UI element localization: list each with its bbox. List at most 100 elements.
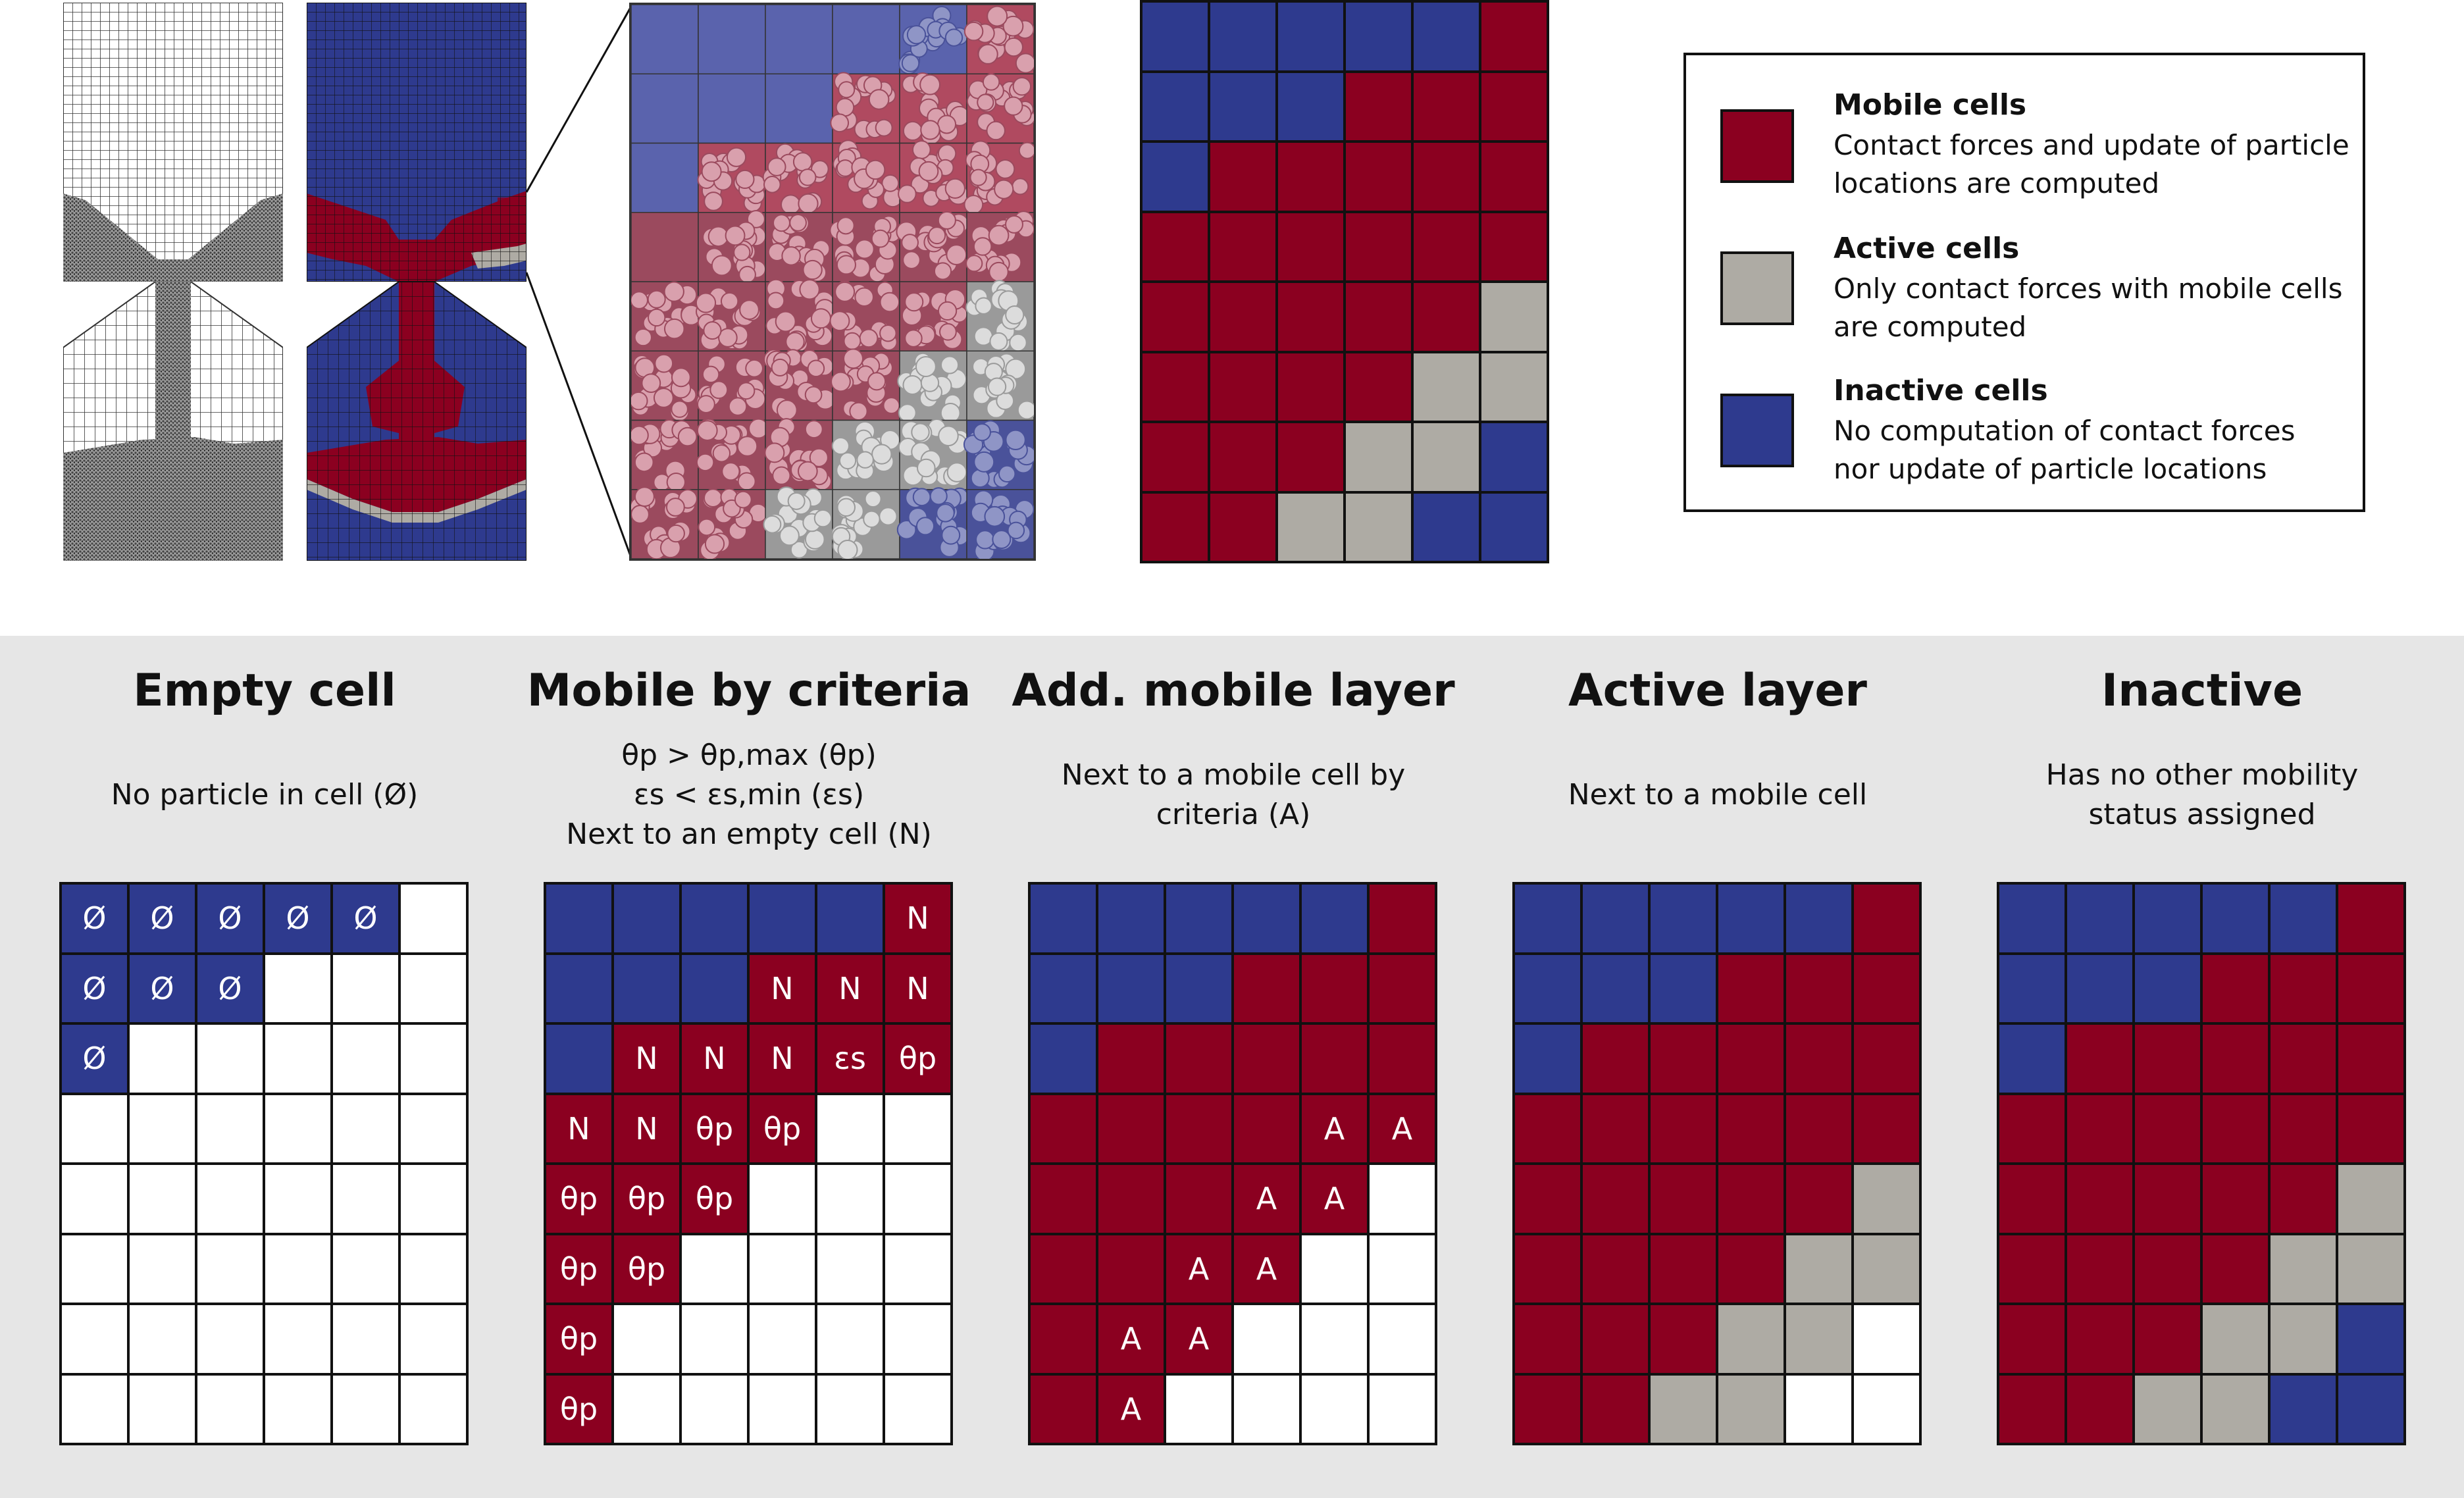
particle-inactive [896,520,917,540]
particle-mobile [911,140,931,159]
panel-2-cell-inactive [682,885,747,952]
particle-mobile [982,73,1000,91]
top-grid-cell-inactive [1210,72,1275,140]
panel-2-cell-mobile: θp [614,1235,679,1303]
particle-mobile [1012,178,1029,195]
panel-1-cell-inactive: Ø [62,1025,127,1093]
panel-5-cell-inactive [2271,885,2336,952]
panel-1-cell-empty [401,1235,466,1303]
mobility-status-grid [1140,0,1549,563]
panel-2-cell-empty [750,1375,815,1443]
particle-mobile [838,81,856,99]
panel-1-cell-empty [333,1235,398,1303]
panel-3-cell-mobile: A [1302,1095,1367,1162]
panel-4-cell-mobile [1515,1165,1580,1233]
particle-mobile [854,287,874,307]
panel-5-cell-inactive [2271,1375,2336,1443]
panel-3-cell-mobile [1166,1165,1231,1233]
particle-inactive [975,530,995,550]
panel-2-cell-mobile: θp [682,1095,747,1162]
top-grid-cell-mobile [1142,283,1208,351]
panel-5-cell-inactive [2203,885,2268,952]
panel-3-cell-empty [1370,1235,1435,1303]
grid-active-layer [1512,882,1922,1445]
panel-4-cell-mobile [1515,1305,1580,1373]
panel-5-cell-inactive [2135,954,2200,1022]
panel-3-cell-mobile [1031,1305,1096,1373]
panel-1-cell-inactive: Ø [333,885,398,952]
particle-mobile [883,397,900,415]
top-grid-cell-active [1346,493,1411,561]
mobility-lower-svg [306,281,527,561]
particle-mobile [704,488,723,508]
particle-mobile [767,292,785,310]
particle-active [916,458,936,478]
particle-inactive [912,488,931,507]
top-grid-cell-mobile [1481,72,1547,140]
particle-mobile [663,318,685,340]
particle-mobile [854,239,875,259]
particle-active [1005,305,1025,325]
particle-inactive [915,517,935,536]
particle-mobile [836,217,855,235]
particle-active [989,332,1008,351]
particle-inactive [929,487,948,505]
particle-inactive [944,28,963,47]
top-grid-cell-inactive [1278,72,1343,140]
particle-mobile [937,301,958,321]
panel-3-cell-mobile [1234,1025,1299,1093]
zoom-cell-inactive [698,73,766,144]
panel-2-cell-empty [885,1235,950,1303]
particle-mobile [988,224,1010,246]
panel-3-cell-mobile [1234,954,1299,1022]
panel-desc-add-mobile-layer: Next to a mobile cell by criteria (A) [990,756,1477,835]
panel-desc-active-line-1: Next to a mobile cell [1568,778,1868,812]
panel-4-cell-mobile [1583,1165,1648,1233]
panel-desc-inactive-line-1: Has no other mobility [2045,758,2359,792]
legend-desc-inactive-line-1: No computation of contact forces [1834,415,2296,447]
legend-desc-active: Only contact forces with mobile cells ar… [1834,270,2360,346]
particle-mobile [641,373,661,394]
panel-3-cell-empty [1302,1305,1367,1373]
panel-5-cell-inactive [1999,885,2065,952]
panel-2-cell-empty [817,1095,883,1162]
panel-2-cell-empty [885,1305,950,1373]
panel-3-cell-mobile: A [1166,1235,1231,1303]
panel-4-cell-mobile [1854,954,1919,1022]
particle-mobile [804,386,823,404]
panel-4-cell-mobile [1786,1025,1851,1093]
panel-1-cell-empty [265,1235,330,1303]
panel-5-cell-mobile [2203,1235,2268,1303]
particle-active [871,444,892,465]
panel-4-cell-mobile [1718,954,1784,1022]
panel-2-cell-inactive [546,954,611,1022]
particle-mobile [928,226,946,245]
panel-2-cell-empty [885,1095,950,1162]
panel-desc-add-line-1: Next to a mobile cell by [1061,758,1406,792]
top-grid-cell-mobile [1278,423,1343,491]
particle-mobile [653,388,674,408]
particle-mobile [810,308,832,329]
particle-mobile [919,74,941,95]
legend-desc-inactive-line-2: nor update of particle locations [1834,453,2267,485]
top-grid-cell-mobile [1142,423,1208,491]
panel-4-cell-inactive [1651,954,1716,1022]
panel-4-cell-mobile [1515,1095,1580,1162]
particle-mobile [946,244,967,265]
top-grid-cell-active [1481,283,1547,351]
panel-desc-inactive-line-2: status assigned [2088,798,2316,831]
zoomed-particle-view [629,3,1037,561]
top-grid-cell-inactive [1210,3,1275,70]
panel-title-inactive: Inactive [2101,665,2303,717]
panel-5-cell-mobile [2135,1305,2200,1373]
panel-desc-active-layer: Next to a mobile cell [1474,775,1961,815]
zoom-cell-inactive [630,4,699,74]
top-grid-cell-inactive [1346,3,1411,70]
panel-1-cell-empty [197,1025,263,1093]
panel-1-cell-empty [197,1305,263,1373]
particle-active [856,451,874,469]
particle-mobile [830,113,850,133]
particle-mobile [807,359,825,378]
particle-mobile [696,453,715,472]
